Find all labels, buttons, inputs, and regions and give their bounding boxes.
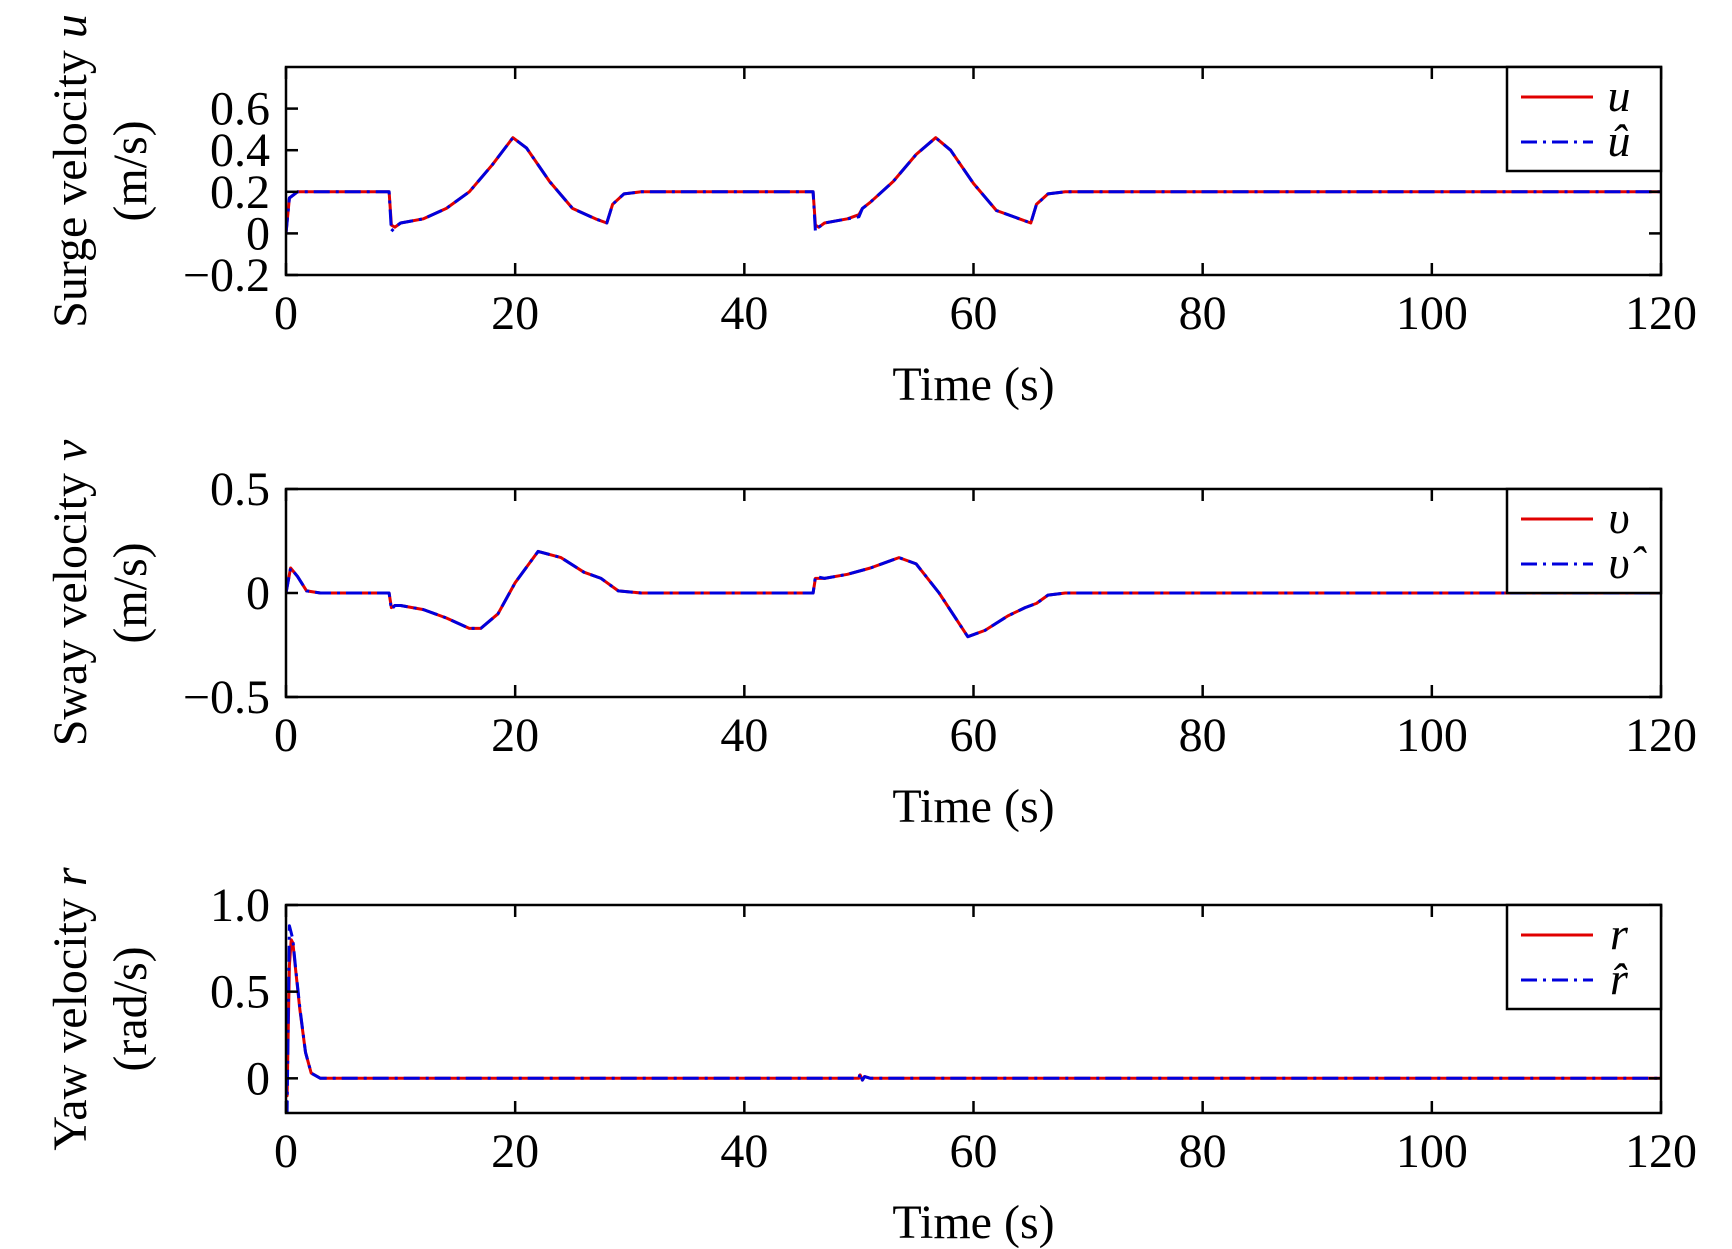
surge-y-tick-label: 0.4: [210, 124, 270, 177]
sway-x-axis-label: Time (s): [892, 780, 1054, 833]
sway-y-axis-label-symbol: v: [44, 439, 97, 461]
yaw-legend-box: [1505, 903, 1663, 1011]
surge-legend-label-estimate: û: [1608, 115, 1631, 166]
surge-x-tick-label: 80: [1179, 287, 1227, 340]
sway-y-axis-label: Sway velocity v: [44, 439, 97, 746]
sway-series-estimate-line: [286, 549, 1661, 639]
sway-legend-box: [1505, 487, 1663, 595]
surge-series-actual-line: [286, 136, 1661, 234]
sway-legend-label-actual: υ: [1608, 492, 1629, 543]
yaw-y-tick-label: 0: [246, 1052, 270, 1105]
sway-x-tick-label: 0: [274, 709, 298, 762]
yaw-x-tick-label: 60: [950, 1125, 998, 1178]
yaw-y-axis-unit-label: (rad/s): [104, 946, 157, 1071]
surge-y-axis-label: Surge velocity u: [44, 14, 97, 328]
sway-y-tick-label: 0.5: [210, 463, 270, 516]
sway-y-tick-label: −0.5: [183, 671, 270, 724]
yaw-x-tick-label: 40: [720, 1125, 768, 1178]
yaw-y-axis-label-text: Yaw velocity: [44, 886, 97, 1150]
sway-x-tick-label: 20: [491, 709, 539, 762]
surge-y-tick-label: −0.2: [183, 249, 270, 302]
yaw-y-axis-label: Yaw velocity r: [44, 867, 97, 1150]
surge-y-tick-label: 0: [246, 207, 270, 260]
surge-x-tick-label: 40: [720, 287, 768, 340]
surge-legend-box: [1505, 65, 1663, 173]
surge-x-tick-label: 20: [491, 287, 539, 340]
yaw-x-tick-label: 80: [1179, 1125, 1227, 1178]
panel-yaw: 0 20 40 60 80 100 120 0 0.5 1.0 Time (s) Yaw veloci…: [44, 867, 1697, 1249]
surge-x-tick-label: 0: [274, 287, 298, 340]
yaw-series-estimate-line: [286, 924, 1661, 1113]
yaw-x-tick-label: 100: [1396, 1125, 1468, 1178]
surge-x-axis-label: Time (s): [892, 358, 1054, 411]
yaw-axes-frame: [284, 903, 1663, 1115]
yaw-series-actual-line: [286, 938, 1661, 1098]
surge-y-axis-unit-label: (m/s): [104, 120, 157, 221]
sway-x-tick-label: 60: [950, 709, 998, 762]
sway-x-tick-label: 120: [1625, 709, 1697, 762]
yaw-x-axis-label: Time (s): [892, 1196, 1054, 1249]
surge-y-axis-label-symbol: u: [44, 14, 97, 38]
surge-y-axis-label-text: Surge velocity: [44, 38, 97, 328]
surge-y-tick-label: 0.2: [210, 166, 270, 219]
yaw-x-tick-label: 120: [1625, 1125, 1697, 1178]
sway-x-tick-label: 40: [720, 709, 768, 762]
yaw-x-tick-label: 20: [491, 1125, 539, 1178]
surge-series-estimate-line: [286, 136, 1661, 234]
yaw-x-tick-label: 0: [274, 1125, 298, 1178]
sway-x-tick-label: 100: [1396, 709, 1468, 762]
yaw-y-axis-label-symbol: r: [44, 867, 97, 886]
yaw-legend-label-estimate: r̂: [1610, 953, 1629, 1004]
sway-x-tick-label: 80: [1179, 709, 1227, 762]
surge-x-tick-label: 120: [1625, 287, 1697, 340]
sway-y-axis-label-text: Sway velocity: [44, 461, 97, 746]
yaw-y-tick-label: 0.5: [210, 966, 270, 1019]
surge-x-tick-label: 100: [1396, 287, 1468, 340]
yaw-y-tick-label: 1.0: [210, 879, 270, 932]
sway-y-axis-unit-label: (m/s): [104, 542, 157, 643]
surge-legend-label-actual: u: [1608, 70, 1631, 121]
surge-x-tick-label: 60: [950, 287, 998, 340]
surge-axes-frame: [284, 65, 1663, 277]
yaw-legend-label-actual: r: [1610, 908, 1629, 959]
sway-y-tick-label: 0: [246, 567, 270, 620]
surge-y-tick-label: 0.6: [210, 83, 270, 136]
